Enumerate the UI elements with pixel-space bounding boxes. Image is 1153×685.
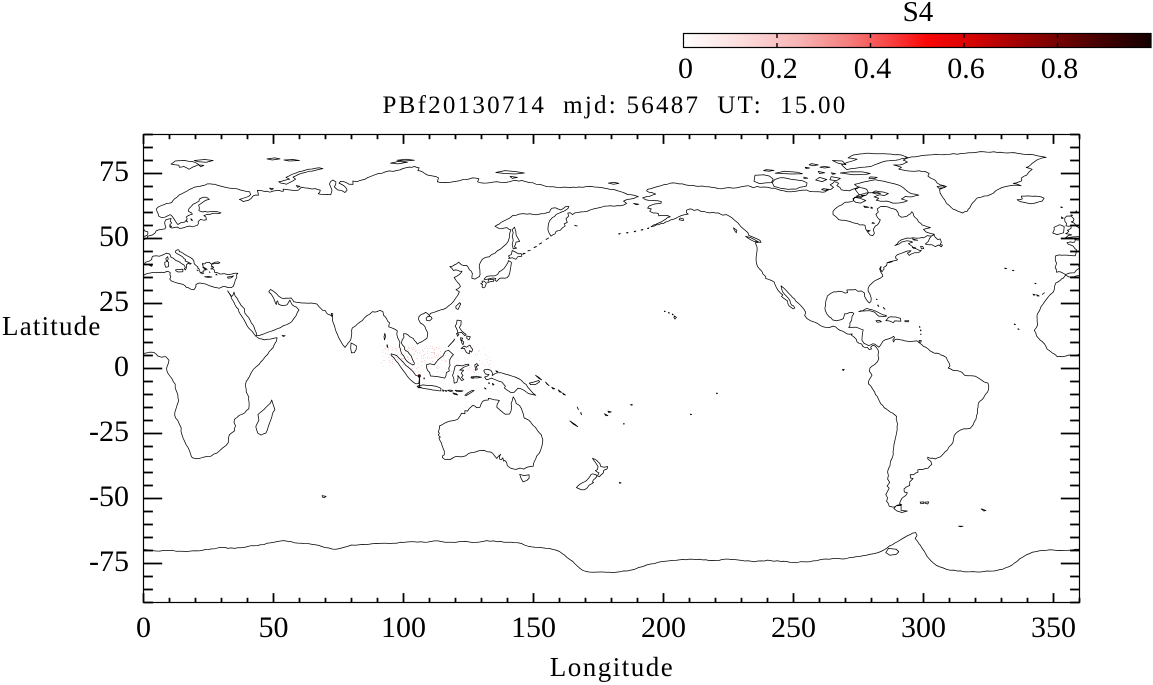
svg-text:0.6: 0.6 bbox=[947, 52, 985, 85]
svg-text:Longitude: Longitude bbox=[550, 652, 674, 682]
svg-text:350: 350 bbox=[1031, 611, 1076, 644]
svg-text:150: 150 bbox=[511, 611, 556, 644]
svg-text:50: 50 bbox=[259, 611, 289, 644]
svg-text:0: 0 bbox=[136, 611, 151, 644]
svg-text:Latitude: Latitude bbox=[2, 311, 102, 341]
svg-text:300: 300 bbox=[901, 611, 946, 644]
svg-text:0.8: 0.8 bbox=[1041, 52, 1079, 85]
svg-text:50: 50 bbox=[99, 220, 129, 253]
svg-text:25: 25 bbox=[99, 285, 129, 318]
svg-text:0.4: 0.4 bbox=[854, 52, 892, 85]
svg-text:0.2: 0.2 bbox=[760, 52, 798, 85]
svg-text:-75: -75 bbox=[89, 545, 129, 578]
svg-text:S4: S4 bbox=[903, 0, 934, 28]
svg-text:100: 100 bbox=[381, 611, 426, 644]
svg-text:PBf20130714 mjd: 56487 UT:: PBf20130714 mjd: 56487 UT: 15.00 bbox=[382, 92, 847, 119]
svg-text:-25: -25 bbox=[89, 415, 129, 448]
svg-text:75: 75 bbox=[99, 155, 129, 188]
svg-text:-50: -50 bbox=[89, 480, 129, 513]
svg-text:200: 200 bbox=[641, 611, 686, 644]
svg-text:0: 0 bbox=[114, 350, 129, 383]
svg-text:250: 250 bbox=[771, 611, 816, 644]
svg-text:0: 0 bbox=[678, 52, 693, 85]
